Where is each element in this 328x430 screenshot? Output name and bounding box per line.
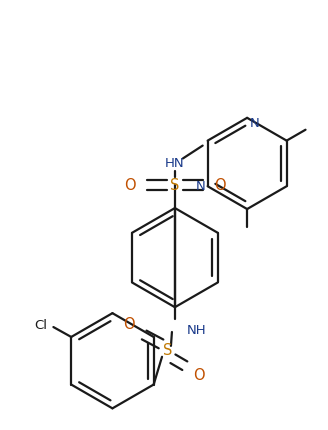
Text: S: S bbox=[170, 178, 180, 193]
Text: O: O bbox=[124, 178, 136, 193]
Text: O: O bbox=[214, 178, 225, 193]
Text: O: O bbox=[123, 316, 135, 332]
Text: N: N bbox=[196, 180, 206, 193]
Text: N: N bbox=[250, 117, 260, 130]
Text: Cl: Cl bbox=[34, 319, 47, 332]
Text: HN: HN bbox=[165, 157, 185, 170]
Text: NH: NH bbox=[187, 323, 206, 337]
Text: S: S bbox=[163, 343, 173, 358]
Text: O: O bbox=[193, 368, 205, 383]
